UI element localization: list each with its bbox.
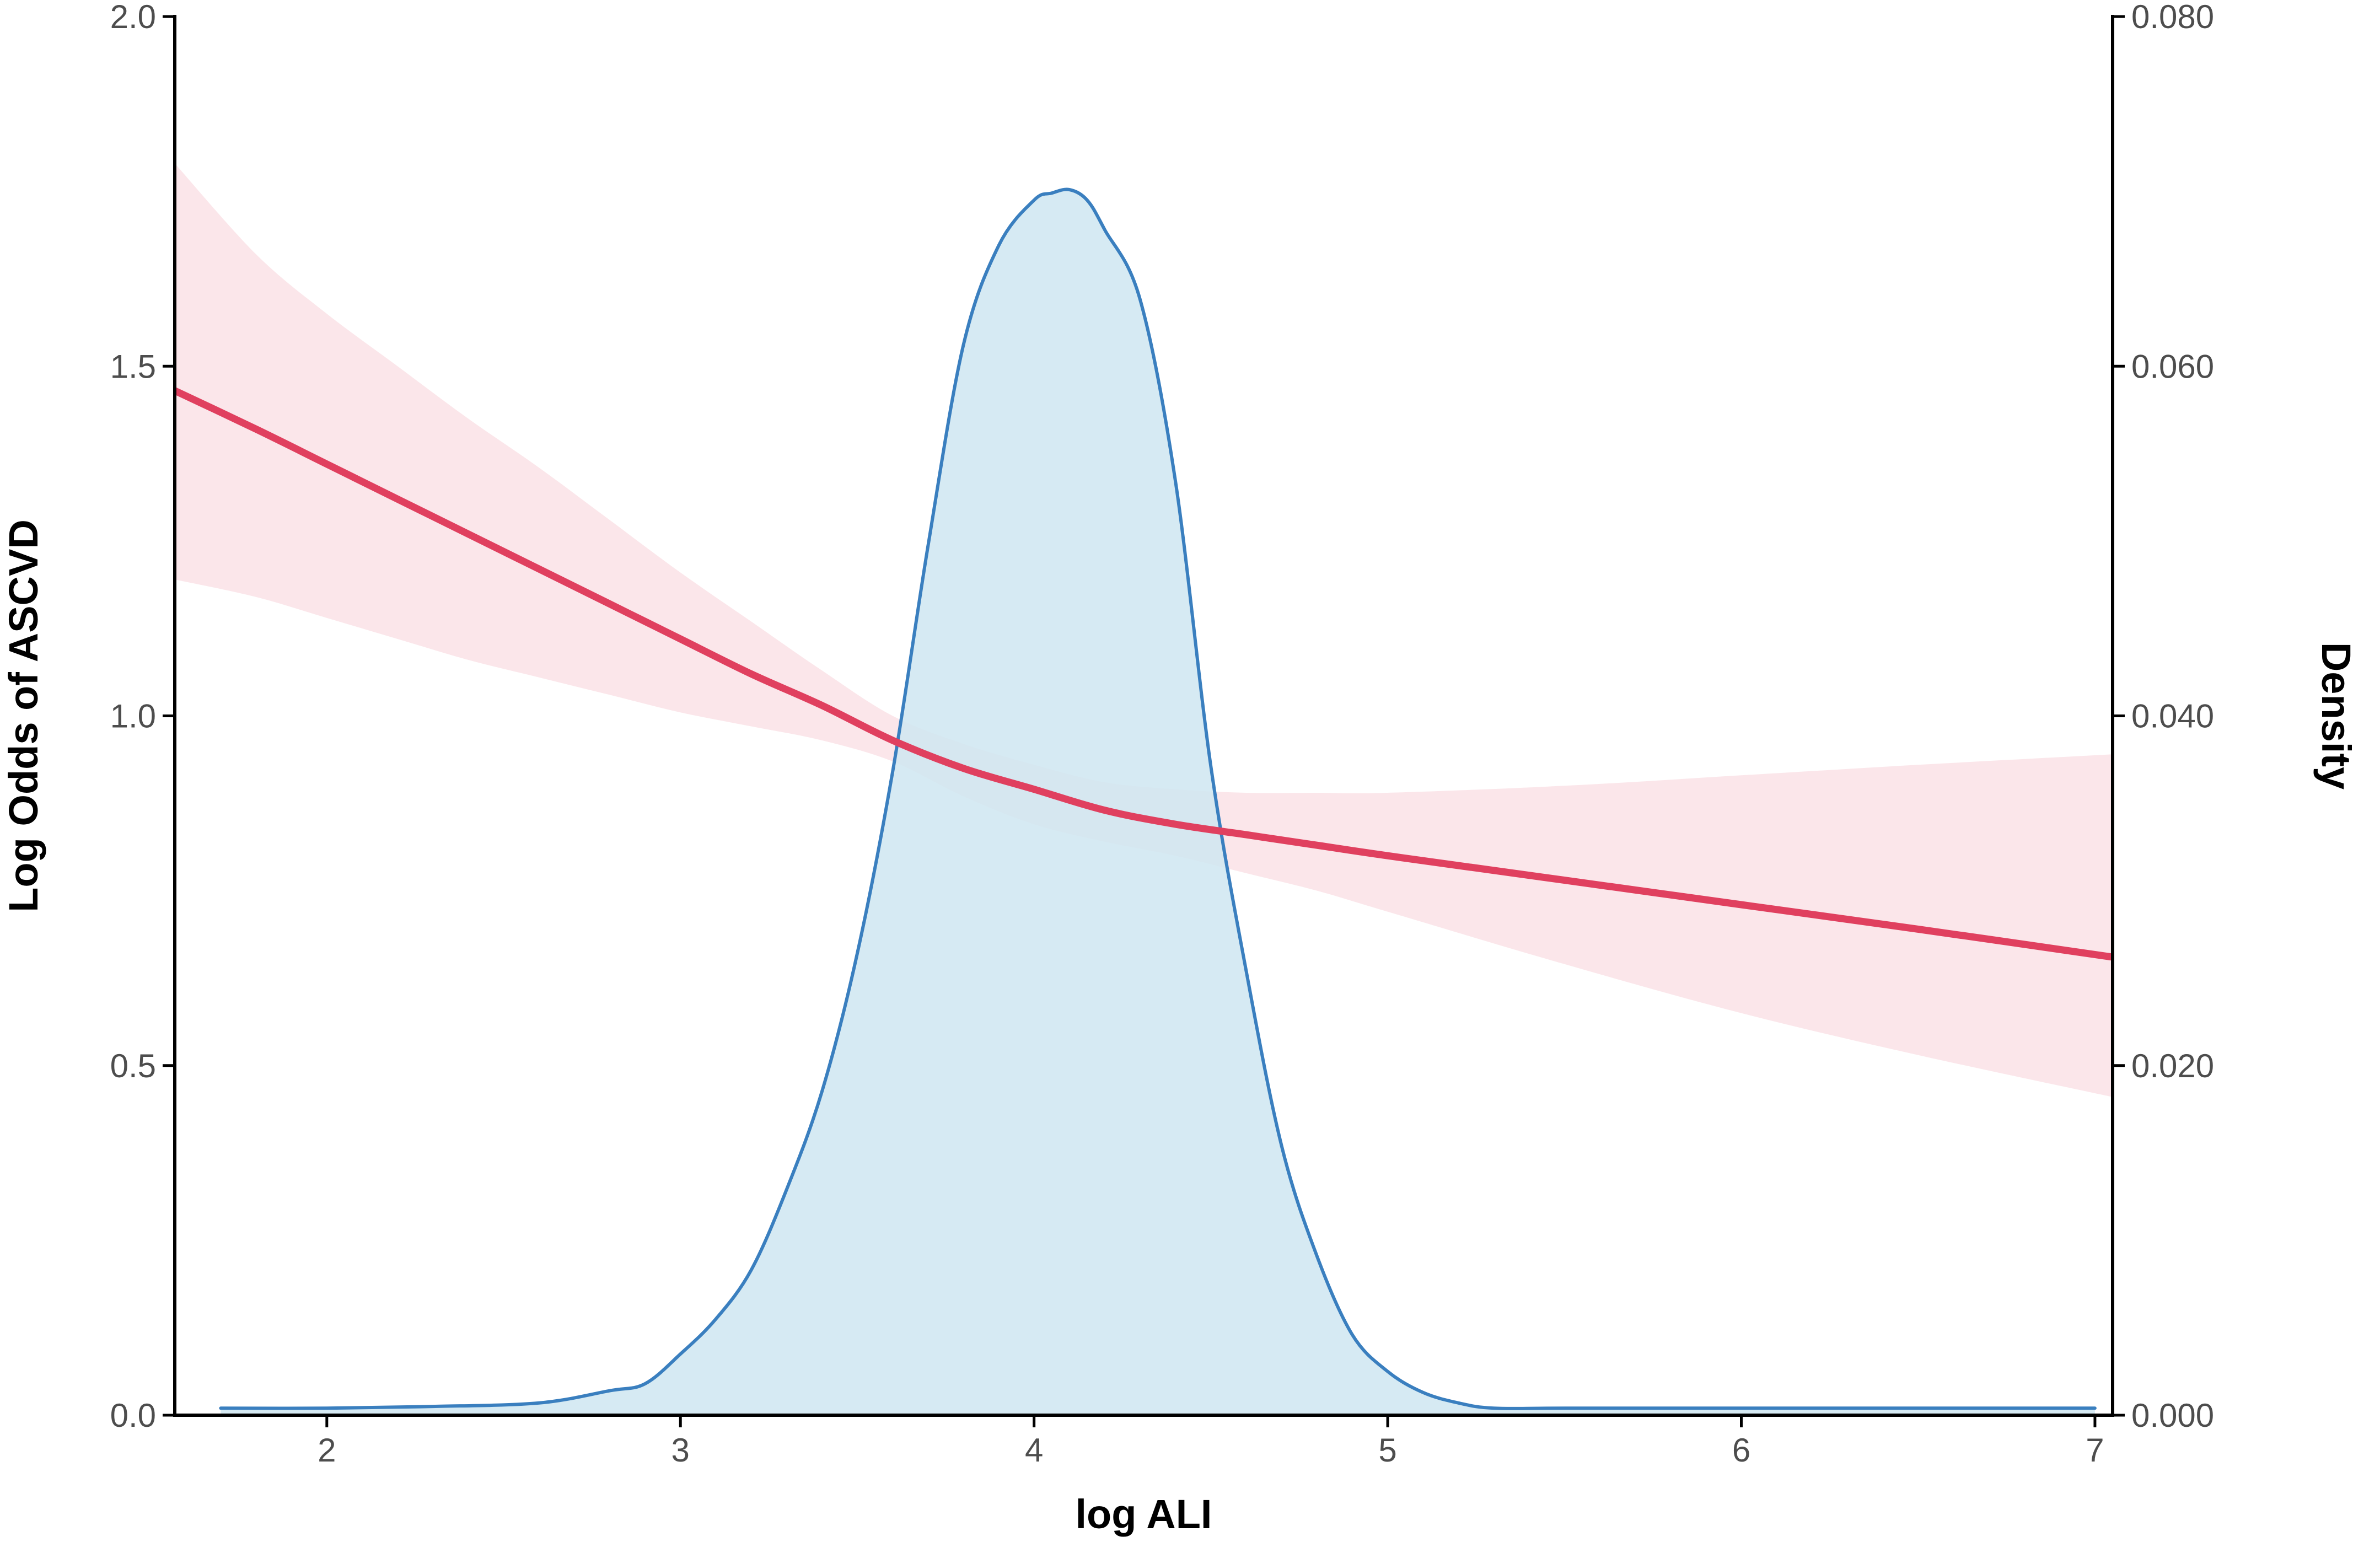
y-right-tick-label: 0.060 bbox=[2131, 348, 2214, 385]
y-left-axis-title: Log Odds of ASCVD bbox=[1, 519, 46, 912]
density-layer bbox=[219, 187, 2097, 1415]
x-tick-label: 6 bbox=[1732, 1432, 1750, 1469]
tick-layer: 0.0 0.5 1.0 1.5 2.0 0.000 0.020 0.040 0.060 0.080… bbox=[110, 0, 2215, 1469]
y-right-axis-title: Density bbox=[2313, 642, 2359, 789]
x-tick-label: 3 bbox=[671, 1432, 690, 1469]
y-left-tick-label: 0.5 bbox=[110, 1047, 156, 1084]
spline-layer bbox=[173, 387, 2113, 961]
y-right-tick-label: 0.020 bbox=[2131, 1047, 2214, 1084]
x-axis-title: log ALI bbox=[1076, 1491, 1212, 1537]
x-tick-label: 7 bbox=[2086, 1432, 2104, 1469]
confidence-band bbox=[175, 163, 2113, 1097]
x-tick-label: 2 bbox=[318, 1432, 336, 1469]
x-tick-label: 5 bbox=[1378, 1432, 1396, 1469]
density-area bbox=[221, 189, 2095, 1415]
spline-line bbox=[173, 387, 2113, 961]
y-left-tick-label: 0.0 bbox=[110, 1397, 156, 1434]
y-left-tick-label: 1.0 bbox=[110, 698, 156, 735]
x-tick-label: 4 bbox=[1025, 1432, 1043, 1469]
density-line bbox=[219, 187, 2097, 1411]
y-right-tick-label: 0.080 bbox=[2131, 0, 2214, 35]
y-left-tick-label: 1.5 bbox=[110, 348, 156, 385]
y-right-tick-label: 0.040 bbox=[2131, 698, 2214, 735]
confidence-band-layer bbox=[175, 163, 2113, 1097]
y-left-tick-label: 2.0 bbox=[110, 0, 156, 35]
y-right-tick-label: 0.000 bbox=[2131, 1397, 2214, 1434]
